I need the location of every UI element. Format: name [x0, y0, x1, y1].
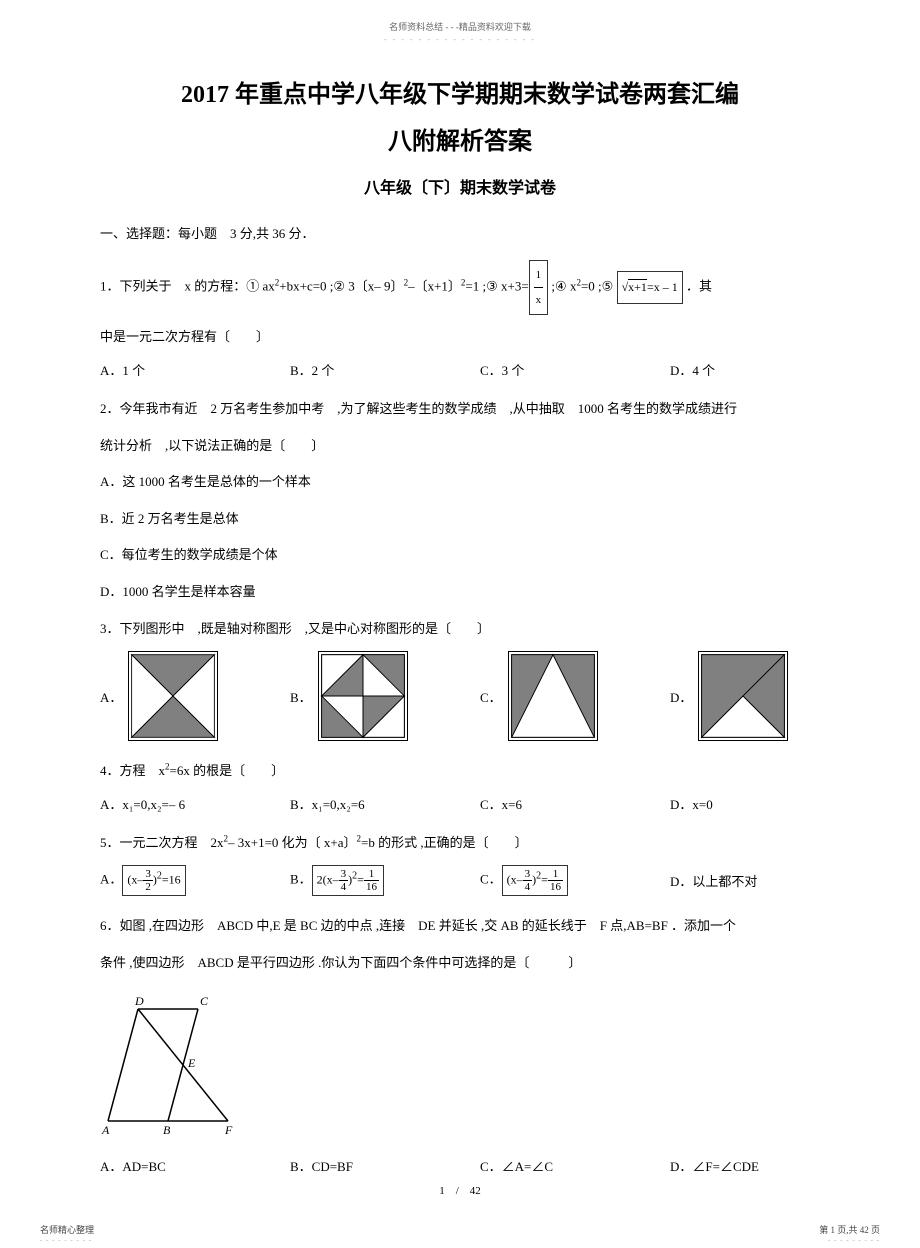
- q6-label-d: D: [134, 994, 144, 1008]
- question-6-line2: 条件 ,使四边形 ABCD 是平行四边形 .你认为下面四个条件中可选择的是〔 〕: [100, 949, 820, 978]
- question-3-options: A． B． C． D．: [100, 651, 820, 741]
- q6-opt-d: D．∠F=∠CDE: [670, 1156, 820, 1175]
- question-2-line1: 2．今年我市有近 2 万名考生参加中考 ,为了解这些考生的数学成绩 ,从中抽取 …: [100, 395, 820, 424]
- q6-opt-a: A．AD=BC: [100, 1156, 290, 1175]
- question-5: 5．一元二次方程 2x2– 3x+1=0 化为〔 x+a〕2=b 的形式 ,正确…: [100, 829, 820, 858]
- header-dots: - - - - - - - - - - - - - - - - - -: [100, 35, 820, 44]
- main-title-2: 八附解析答案: [100, 121, 820, 156]
- q6-label-a: A: [101, 1123, 110, 1137]
- question-3: 3．下列图形中 ,既是轴对称图形 ,又是中心对称图形的是〔 〕: [100, 615, 820, 644]
- q6-label-b: B: [163, 1123, 171, 1137]
- question-1: 1．下列关于 x 的方程：① ax2+bx+c=0 ;② 3〔x– 9〕2–〔x…: [100, 260, 820, 315]
- q3-shape-a: [128, 651, 218, 741]
- footer-left: 名师精心整理: [40, 1223, 94, 1236]
- q6-opt-b: B．CD=BF: [290, 1156, 480, 1175]
- q3-opt-d-label: D．: [670, 687, 692, 706]
- q2-opt-c: C．每位考生的数学成绩是个体: [100, 541, 820, 570]
- q4-opt-a: A．x₁=0,x₂=– 6: [100, 794, 290, 813]
- q2-opt-d: D．1000 名学生是样本容量: [100, 578, 820, 607]
- q1-opt-a: A．1 个: [100, 360, 290, 379]
- q1-opt-b: B．2 个: [290, 360, 480, 379]
- q3-shape-c: [508, 651, 598, 741]
- question-2-line2: 统计分析 ,以下说法正确的是〔 〕: [100, 432, 820, 461]
- q5-opt-d: D．以上都不对: [670, 871, 820, 890]
- question-6-line1: 6．如图 ,在四边形 ABCD 中,E 是 BC 边的中点 ,连接 DE 并延长…: [100, 912, 820, 941]
- main-title-1: 2017 年重点中学八年级下学期期末数学试卷两套汇编: [100, 74, 820, 109]
- q2-opt-a: A．这 1000 名考生是总体的一个样本: [100, 468, 820, 497]
- q6-opt-c: C．∠A=∠C: [480, 1156, 670, 1175]
- question-6-figure: D C E A B F: [100, 991, 240, 1141]
- q1-opt-d: D．4 个: [670, 360, 820, 379]
- footer-dots-right: - - - - - - - - -: [828, 1236, 880, 1244]
- question-4: 4．方程 x2=6x 的根是〔 〕: [100, 757, 820, 786]
- question-5-options: A．(x–32)2=16 B．2(x–34)2=116 C．(x–34)2=11…: [100, 865, 820, 896]
- q2-opt-b: B．近 2 万名考生是总体: [100, 505, 820, 534]
- question-4-options: A．x₁=0,x₂=– 6 B．x₁=0,x₂=6 C．x=6 D．x=0: [100, 794, 820, 813]
- q5-opt-a: A．(x–32)2=16: [100, 865, 290, 896]
- q3-shape-d: [698, 651, 788, 741]
- q4-opt-d: D．x=0: [670, 794, 820, 813]
- q1-opt-c: C．3 个: [480, 360, 670, 379]
- q3-opt-b-label: B．: [290, 687, 312, 706]
- footer-page-number: 1 / 42: [0, 1182, 920, 1198]
- q5-opt-c: C．(x–34)2=116: [480, 865, 670, 896]
- question-1-options: A．1 个 B．2 个 C．3 个 D．4 个: [100, 360, 820, 379]
- q3-shape-b: [318, 651, 408, 741]
- question-6-options: A．AD=BC B．CD=BF C．∠A=∠C D．∠F=∠CDE: [100, 1156, 820, 1175]
- footer-dots-left: - - - - - - - - -: [40, 1236, 92, 1244]
- section-title: 一、选择题：每小题 3 分,共 36 分．: [100, 223, 820, 242]
- header-note: 名师资料总结 - - -精品资料欢迎下载: [100, 20, 820, 33]
- q4-opt-c: C．x=6: [480, 794, 670, 813]
- q5-opt-b: B．2(x–34)2=116: [290, 865, 480, 896]
- q6-label-f: F: [224, 1123, 233, 1137]
- q6-label-e: E: [187, 1056, 196, 1070]
- q3-opt-a-label: A．: [100, 687, 122, 706]
- question-1-line2: 中是一元二次方程有〔 〕: [100, 323, 820, 352]
- q6-label-c: C: [200, 994, 209, 1008]
- q3-opt-c-label: C．: [480, 687, 502, 706]
- footer-right: 第 1 页,共 42 页: [819, 1223, 880, 1236]
- q4-opt-b: B．x₁=0,x₂=6: [290, 794, 480, 813]
- main-title-3: 八年级〔下〕期末数学试卷: [100, 174, 820, 198]
